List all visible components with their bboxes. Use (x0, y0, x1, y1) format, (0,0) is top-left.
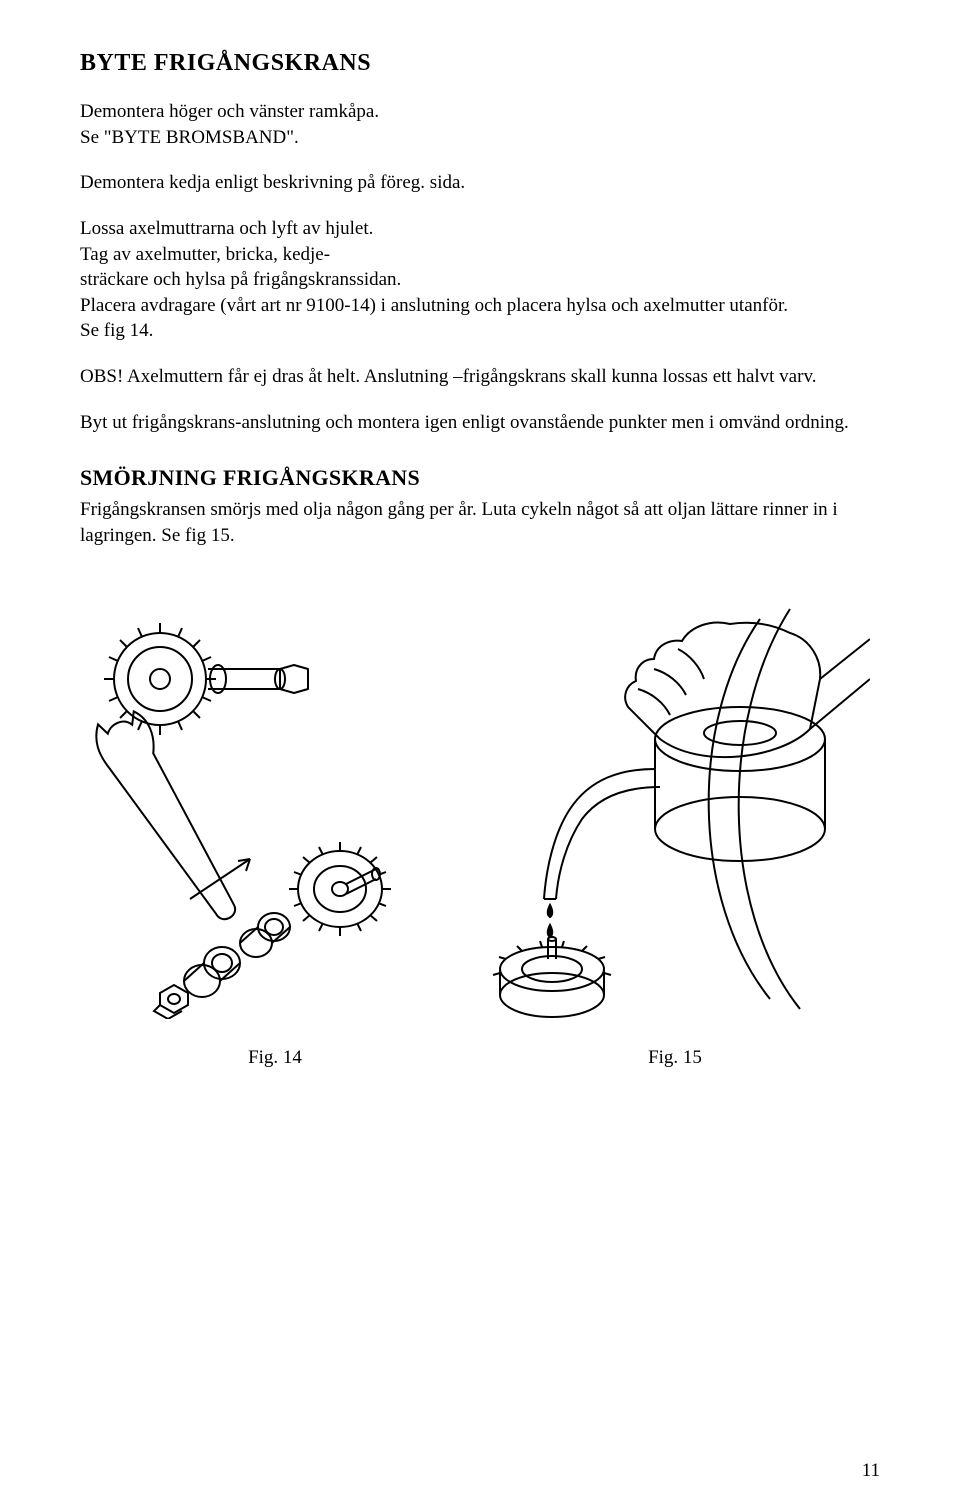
section2-p1: Frigångskransen smörjs med olja någon gå… (80, 497, 880, 548)
section1-p5: Byt ut frigångskrans-anslutning och mont… (80, 410, 880, 436)
page-number: 11 (862, 1460, 880, 1482)
section2-heading: SMÖRJNING FRIGÅNGSKRANS (80, 465, 880, 491)
figure-15-block: Fig. 15 (480, 599, 870, 1069)
section1-p1: Demontera höger och vänster ramkåpa.Se "… (80, 99, 880, 150)
figure-15-illustration (480, 599, 870, 1019)
section1-heading: BYTE FRIGÅNGSKRANS (80, 50, 880, 77)
section1-p2: Demontera kedja enligt beskrivning på fö… (80, 170, 880, 196)
section1-p3: Lossa axelmuttrarna och lyft av hjulet.T… (80, 216, 880, 344)
figure-14-illustration (90, 599, 460, 1019)
figures-row: Fig. 14 (80, 599, 880, 1069)
page-content: BYTE FRIGÅNGSKRANS Demontera höger och v… (0, 0, 960, 1512)
figure-15-caption: Fig. 15 (648, 1047, 702, 1069)
section1-p4: OBS! Axelmuttern får ej dras åt helt. An… (80, 364, 880, 390)
figure-14-caption: Fig. 14 (248, 1047, 302, 1069)
figure-14-block: Fig. 14 (90, 599, 460, 1069)
